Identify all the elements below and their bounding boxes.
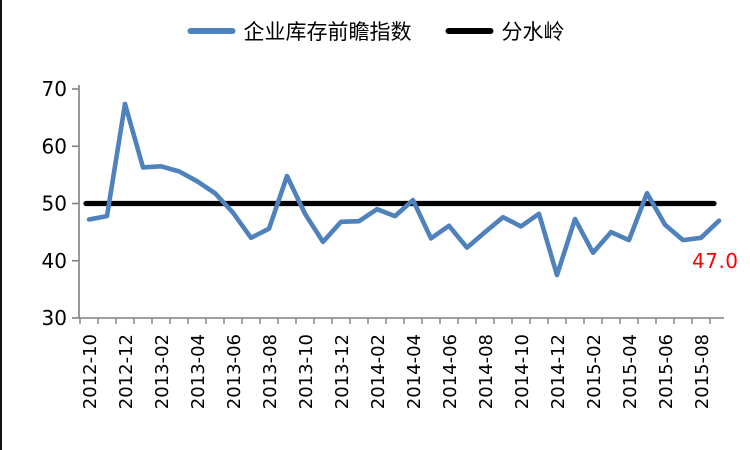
svg-text:2014-04: 2014-04 <box>404 334 425 409</box>
svg-text:2013-06: 2013-06 <box>224 334 245 409</box>
svg-text:2014-08: 2014-08 <box>476 334 497 409</box>
svg-text:2013-08: 2013-08 <box>260 334 281 409</box>
legend-label-series2: 分水岭 <box>501 20 565 44</box>
svg-text:2014-06: 2014-06 <box>440 334 461 409</box>
svg-text:2014-02: 2014-02 <box>368 334 389 409</box>
svg-text:2013-10: 2013-10 <box>296 334 317 409</box>
svg-text:70: 70 <box>42 77 67 101</box>
svg-text:30: 30 <box>42 306 67 330</box>
last-value-annotation: 47.0 <box>692 249 739 273</box>
svg-text:2013-12: 2013-12 <box>332 334 353 409</box>
svg-text:2013-04: 2013-04 <box>188 334 209 409</box>
svg-text:2014-10: 2014-10 <box>512 334 533 409</box>
chart-legend: 企业库存前瞻指数 分水岭 <box>187 16 565 46</box>
svg-text:2015-06: 2015-06 <box>656 334 677 409</box>
svg-text:2012-10: 2012-10 <box>80 334 101 409</box>
svg-text:40: 40 <box>42 249 67 273</box>
svg-text:2013-02: 2013-02 <box>152 334 173 409</box>
svg-text:2014-12: 2014-12 <box>548 334 569 409</box>
series2-line-swatch-icon <box>445 28 494 34</box>
svg-text:2015-04: 2015-04 <box>620 334 641 409</box>
legend-label-series1: 企业库存前瞻指数 <box>243 20 412 44</box>
legend-item-series1: 企业库存前瞻指数 <box>187 16 412 46</box>
svg-text:60: 60 <box>42 134 67 158</box>
svg-text:2012-12: 2012-12 <box>116 334 137 409</box>
svg-text:50: 50 <box>42 192 67 216</box>
series1-line-swatch-icon <box>187 28 236 34</box>
legend-item-series2: 分水岭 <box>445 16 565 46</box>
svg-text:2015-08: 2015-08 <box>692 334 713 409</box>
svg-text:2015-02: 2015-02 <box>584 334 605 409</box>
